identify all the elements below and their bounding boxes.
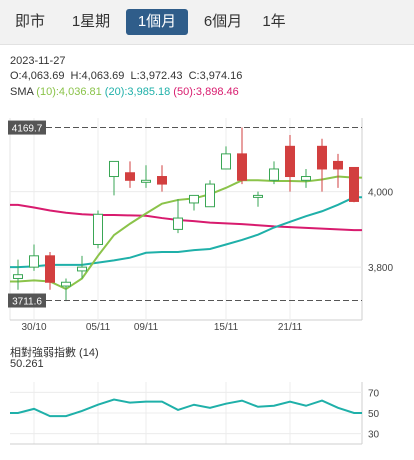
candle-body [125,172,135,181]
price-markers: 4169.7 3711.6 [8,120,362,308]
rsi-line [10,398,362,418]
x-tick-label: 05/11 [86,322,111,333]
candle-body [221,153,231,170]
sma10-line [10,175,362,291]
candle-body [333,160,343,170]
sma20-line [10,196,362,269]
tab-6-months[interactable]: 6個月 [203,13,243,30]
y-tick-label: 3,800 [368,263,393,274]
marker-badge [8,293,46,308]
x-tick-label: 30/10 [21,322,46,333]
rsi-line-group [10,398,362,418]
candle-body [173,217,183,230]
sma50-value: (50):3,898.46 [173,86,239,98]
rsi-current-value: 50.261 [10,358,44,370]
x-tick-label: 21/11 [278,322,303,333]
tab-1-month[interactable]: 1個月 [126,9,188,35]
ohlc-readout: O:4,063.69 H:4,063.69 L:3,972.43 C:3,974… [10,70,243,82]
price-chart[interactable]: 4169.7 3711.6 30/10 05/11 09/11 15/11 21/11 4,… [0,0,414,335]
sma-label: SMA [10,86,34,98]
rsi-axis: 70 50 30 [368,388,380,440]
selected-date: 2023-11-27 [10,55,66,67]
rsi-grid [10,382,363,445]
candle-body [301,176,311,181]
rsi-y-tick-label: 70 [368,388,380,399]
price-grid [9,118,363,321]
candle-body [45,255,55,283]
tab-live[interactable]: 即市 [14,13,45,30]
marker-badge [8,120,46,135]
marker-label: 3711.6 [12,297,42,308]
x-tick-label: 15/11 [214,322,239,333]
moving-averages [10,175,362,291]
candle-body [237,153,247,181]
range-tab-bar: 即市 1星期 1個月 6個月 1年 [0,0,414,45]
candle-body [189,194,199,204]
candle-body [13,274,23,279]
sma-readout: SMA (10):4,036.81 (20):3,985.18 (50):3,8… [10,86,239,98]
candle-body [61,281,71,287]
sma50-line [10,203,362,232]
tab-1-week[interactable]: 1星期 [71,13,111,30]
candle-body [109,160,119,178]
candle-body [317,145,327,170]
candle-body [349,166,359,202]
x-tick-label: 09/11 [134,322,159,333]
price-axis: 30/10 05/11 09/11 15/11 21/11 4,000 3,800 [21,188,393,333]
sma10-value: (10):4,036.81 [36,86,102,98]
candle-body [29,255,39,268]
candle-body [141,179,151,183]
candles [13,127,359,302]
rsi-y-tick-label: 50 [368,409,380,420]
candle-body [205,183,215,208]
candle-body [285,145,295,178]
candle-body [157,176,167,185]
rsi-y-tick-label: 30 [368,430,380,441]
candle-body [269,168,279,181]
marker-label: 4169.7 [12,124,43,135]
rsi-title: 相對強弱指數 (14) [10,347,99,359]
candle-body [77,266,87,272]
sma20-value: (20):3,985.18 [104,86,171,98]
tab-1-year[interactable]: 1年 [262,13,286,30]
y-tick-label: 4,000 [368,188,393,199]
candle-body [93,213,103,245]
candle-body [253,194,263,198]
